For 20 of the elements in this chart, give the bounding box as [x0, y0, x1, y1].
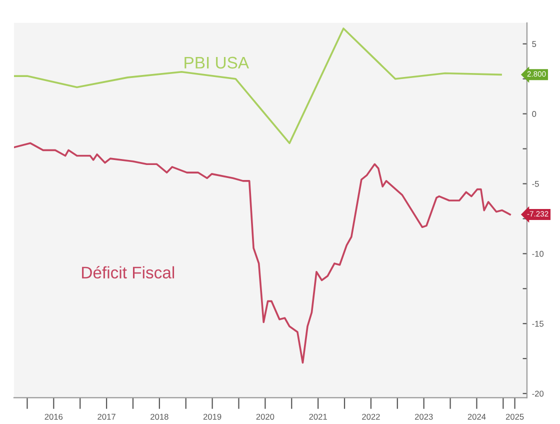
text: Déficit Fiscal [82, 266, 174, 278]
x-tick-label: 2025 [506, 414, 524, 420]
x-tick-label: 2017 [98, 414, 116, 420]
x-tick-label: 2023 [414, 414, 433, 420]
x-tick-label: 2024 [468, 414, 486, 420]
line-series [14, 28, 502, 144]
y-tick-label: -5 [532, 181, 539, 187]
y-tick-label: -10 [532, 250, 544, 257]
x-tick-label: 2018 [150, 414, 168, 420]
x-tick-label: 2020 [256, 414, 274, 420]
x-tick-label: 2019 [203, 414, 222, 420]
line-series [14, 142, 511, 364]
x-tick-label: 2021 [309, 414, 327, 420]
x-tick-label: 2022 [362, 414, 380, 420]
y-tick-label: -20 [532, 390, 544, 397]
y-tick-label: 0 [532, 111, 536, 117]
y-tick-label: 5 [532, 41, 536, 47]
y-tick-label: -15 [532, 320, 544, 327]
series-label: PBI USA [184, 56, 250, 69]
x-tick-label: 2016 [44, 414, 63, 420]
